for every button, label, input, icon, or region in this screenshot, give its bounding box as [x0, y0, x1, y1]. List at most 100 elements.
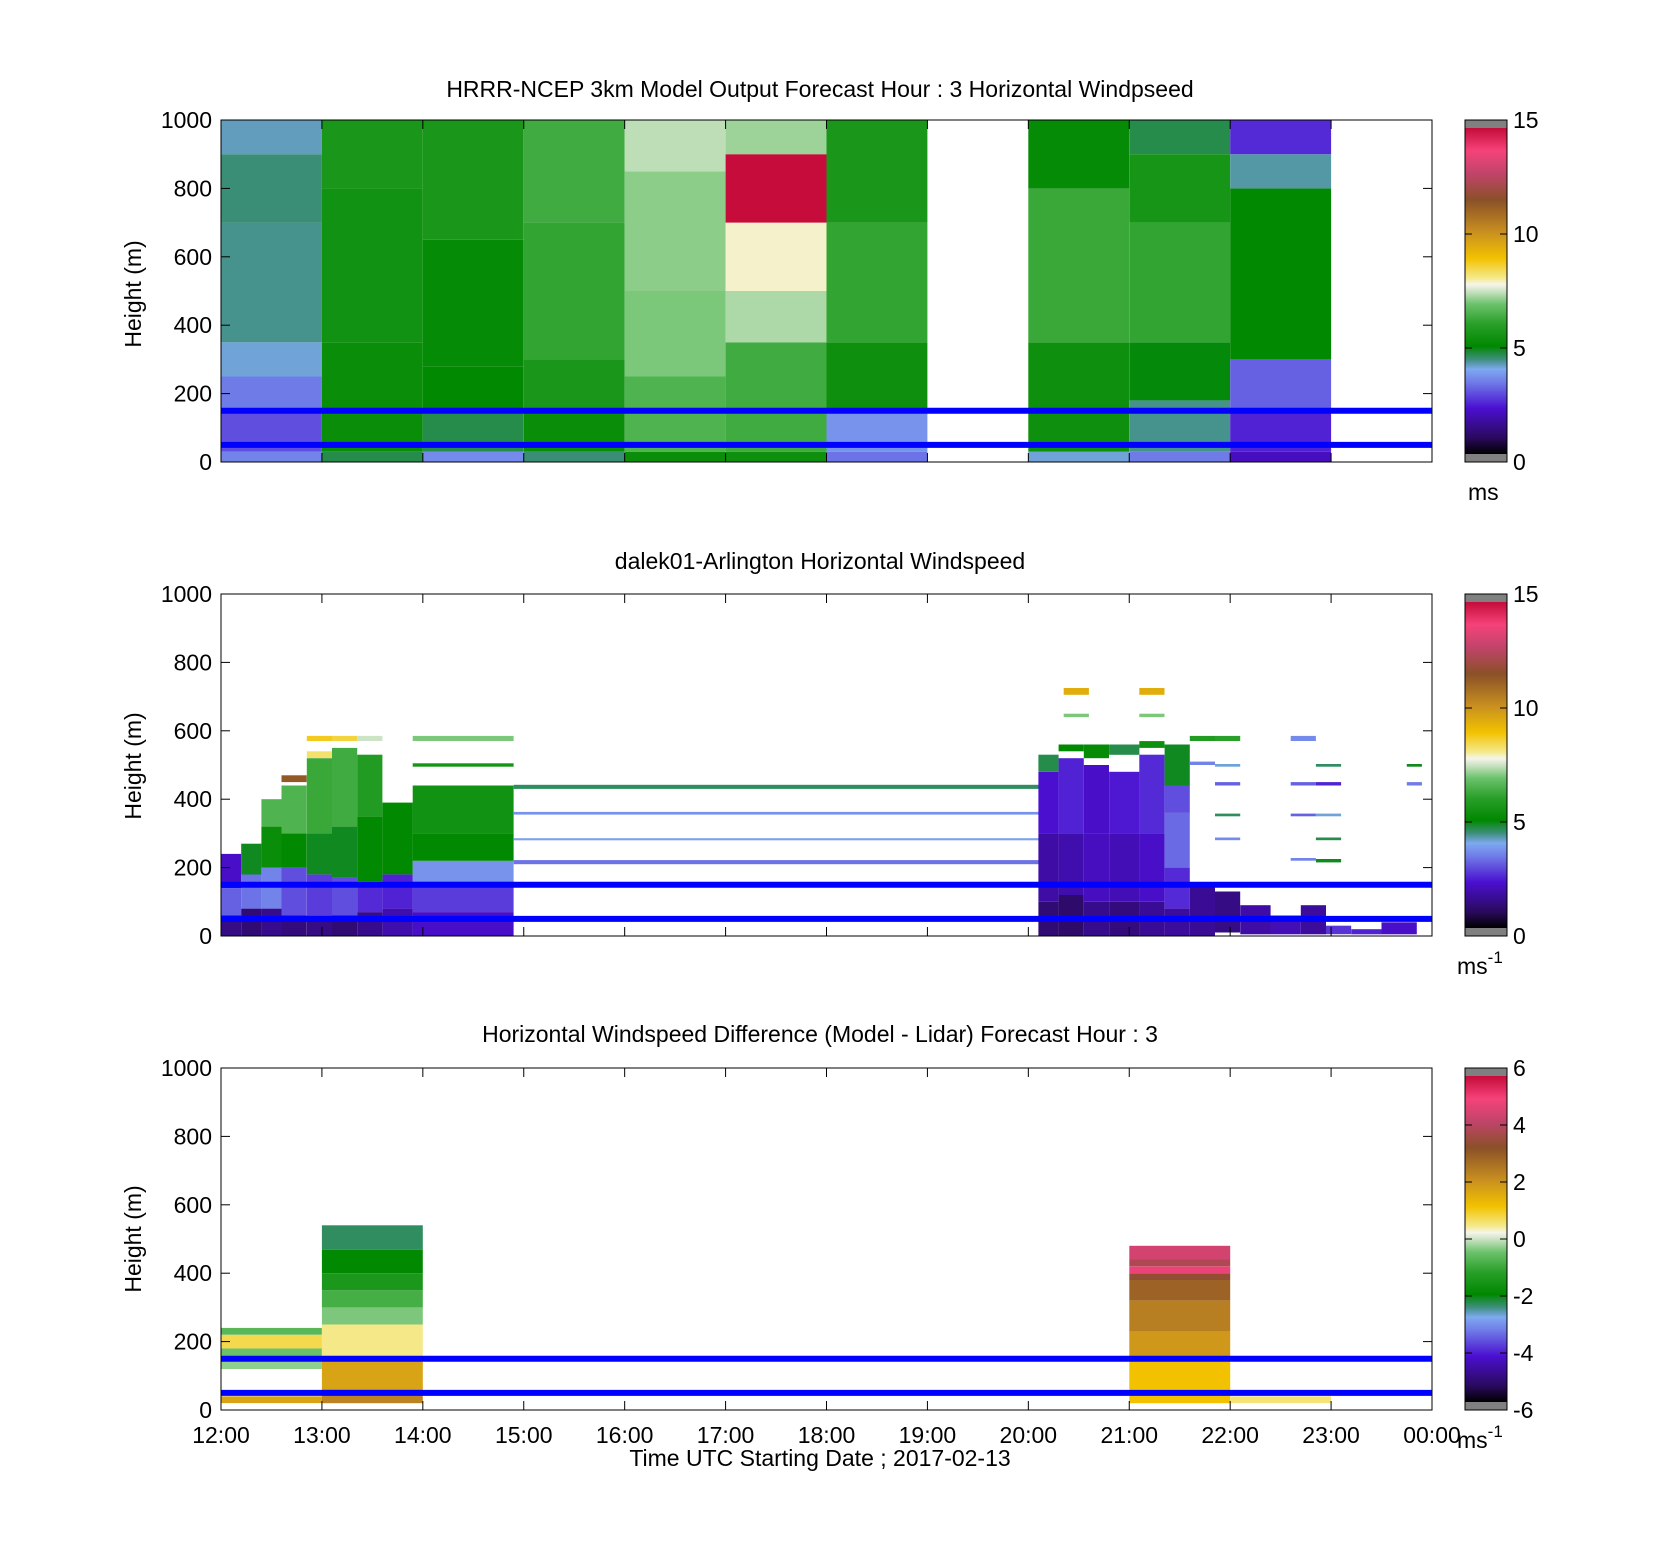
- colorbar-tick-label: 0: [1513, 1226, 1526, 1252]
- x-tick-label: 18:00: [798, 1422, 856, 1448]
- heatmap-cell: [321, 1307, 423, 1325]
- panel-2-axes: 0 200 400 600 800 1000: [161, 581, 1433, 949]
- heatmap-cell: [1381, 922, 1417, 935]
- heatmap-cell: [261, 826, 282, 868]
- heatmap-cell: [1290, 858, 1316, 861]
- heatmap-cell: [382, 908, 413, 936]
- y-tick-label: 400: [174, 312, 212, 338]
- panel-windspeed-difference: Horizontal Windspeed Difference (Model -…: [120, 1021, 1534, 1471]
- panel-model-windspeed: HRRR-NCEP 3km Model Output Forecast Hour…: [120, 76, 1539, 505]
- heatmap-cell: [1063, 688, 1089, 695]
- x-tick-label: 00:00: [1403, 1422, 1461, 1448]
- colorbar-tick-label: -2: [1513, 1283, 1533, 1309]
- heatmap-cell: [1129, 1259, 1231, 1267]
- heatmap-cell: [221, 342, 322, 377]
- heatmap-cell: [1315, 859, 1342, 863]
- heatmap-cell: [221, 1348, 322, 1359]
- heatmap-cell: [422, 239, 524, 367]
- colorbar-unit-exponent: -1: [1488, 1422, 1503, 1441]
- heatmap-cell: [1215, 764, 1241, 767]
- colorbar-tick-label: -4: [1513, 1340, 1534, 1366]
- heatmap-cell: [321, 1273, 423, 1291]
- y-tick-label: 600: [174, 1192, 212, 1218]
- heatmap-cell: [306, 751, 332, 759]
- heatmap-cell: [1351, 929, 1382, 935]
- heatmap-cell: [412, 763, 514, 767]
- colorbar-tick-label: 15: [1513, 107, 1539, 133]
- panel-3-ylabel: Height (m): [120, 1185, 146, 1292]
- y-tick-label: 800: [174, 649, 212, 675]
- panel-2-title: dalek01-Arlington Horizontal Windspeed: [615, 548, 1025, 574]
- heatmap-cell: [1290, 735, 1316, 741]
- heatmap-cell: [1290, 813, 1316, 817]
- heatmap-cell: [321, 188, 423, 343]
- x-tick-labels: 12:00 13:00 14:00 15:00 16:00 17:00 18:00 19:00…: [192, 1422, 1461, 1448]
- colorbar-gradient: [1465, 128, 1507, 454]
- heatmap-cell: [321, 1324, 423, 1359]
- heatmap-cell: [1028, 342, 1130, 452]
- heatmap-cell: [241, 843, 262, 875]
- heatmap-cell: [725, 342, 827, 452]
- heatmap-cell: [1058, 758, 1084, 834]
- heatmap-cell: [221, 1358, 322, 1369]
- y-tick-label: 800: [174, 175, 212, 201]
- heatmap-cell: [281, 775, 307, 783]
- heatmap-cell: [306, 833, 332, 875]
- colorbar-under-cap: [1465, 1402, 1507, 1410]
- heatmap-cell: [523, 120, 625, 223]
- heatmap-cell: [412, 785, 514, 834]
- heatmap-cell: [382, 802, 413, 875]
- colorbar-tick-label: 10: [1513, 221, 1539, 247]
- heatmap-cell: [321, 1249, 423, 1274]
- x-tick-label: 16:00: [596, 1422, 654, 1448]
- panel-3-axes: 0 200 400 600 800 1000: [161, 1055, 1433, 1423]
- heatmap-cell: [1139, 713, 1165, 718]
- heatmap-cell: [221, 1396, 322, 1404]
- heatmap-cell: [1315, 837, 1342, 841]
- y-tick-label: 400: [174, 786, 212, 812]
- heatmap-cell: [1129, 342, 1231, 401]
- heatmap-cell: [281, 833, 307, 868]
- panel-3-cells: [221, 1068, 1432, 1410]
- heatmap-cell: [1129, 222, 1231, 343]
- heatmap-cell: [281, 867, 307, 916]
- heatmap-cell: [1139, 741, 1165, 748]
- heatmap-cell: [1058, 895, 1084, 936]
- x-tick-label: 17:00: [697, 1422, 755, 1448]
- colorbar-tick-label: 0: [1513, 923, 1526, 949]
- heatmap-cell: [1215, 782, 1241, 786]
- heatmap-cell: [523, 222, 625, 360]
- heatmap-cell: [1164, 867, 1190, 909]
- heatmap-cell: [1038, 771, 1059, 834]
- heatmap-cell: [306, 874, 332, 916]
- colorbar-tick-label: 0: [1513, 449, 1526, 475]
- y-tick-label: 400: [174, 1260, 212, 1286]
- heatmap-cell: [422, 366, 524, 411]
- panel-1-reference-lines: [221, 407, 1432, 448]
- colorbar-tick-label: -6: [1513, 1397, 1533, 1423]
- heatmap-cell: [321, 451, 423, 462]
- heatmap-cell: [1230, 1396, 1332, 1404]
- colorbar-frame: [1464, 593, 1508, 937]
- panel-1-colorbar: 0 5 10 15 ms: [1464, 107, 1539, 505]
- heatmap-cell: [624, 376, 726, 452]
- x-axis-label: Time UTC Starting Date ; 2017-02-13: [629, 1445, 1010, 1471]
- colorbar-over-cap: [1465, 594, 1507, 602]
- heatmap-cell: [1230, 154, 1332, 189]
- colorbar-over-cap: [1465, 1068, 1507, 1076]
- heatmap-cell: [1109, 833, 1140, 902]
- x-tick-label: 15:00: [495, 1422, 553, 1448]
- heatmap-cell: [513, 860, 1039, 865]
- heatmap-cell: [357, 735, 383, 741]
- heatmap-cell: [357, 754, 383, 817]
- heatmap-cell: [725, 451, 827, 462]
- heatmap-cell: [523, 451, 625, 462]
- heatmap-cell: [624, 451, 726, 462]
- heatmap-cell: [1129, 1358, 1231, 1404]
- heatmap-cell: [1164, 785, 1190, 813]
- heatmap-cell: [624, 291, 726, 377]
- heatmap-cell: [281, 785, 307, 834]
- colorbar-tick-label: 15: [1513, 581, 1539, 607]
- heatmap-cell: [1215, 813, 1241, 817]
